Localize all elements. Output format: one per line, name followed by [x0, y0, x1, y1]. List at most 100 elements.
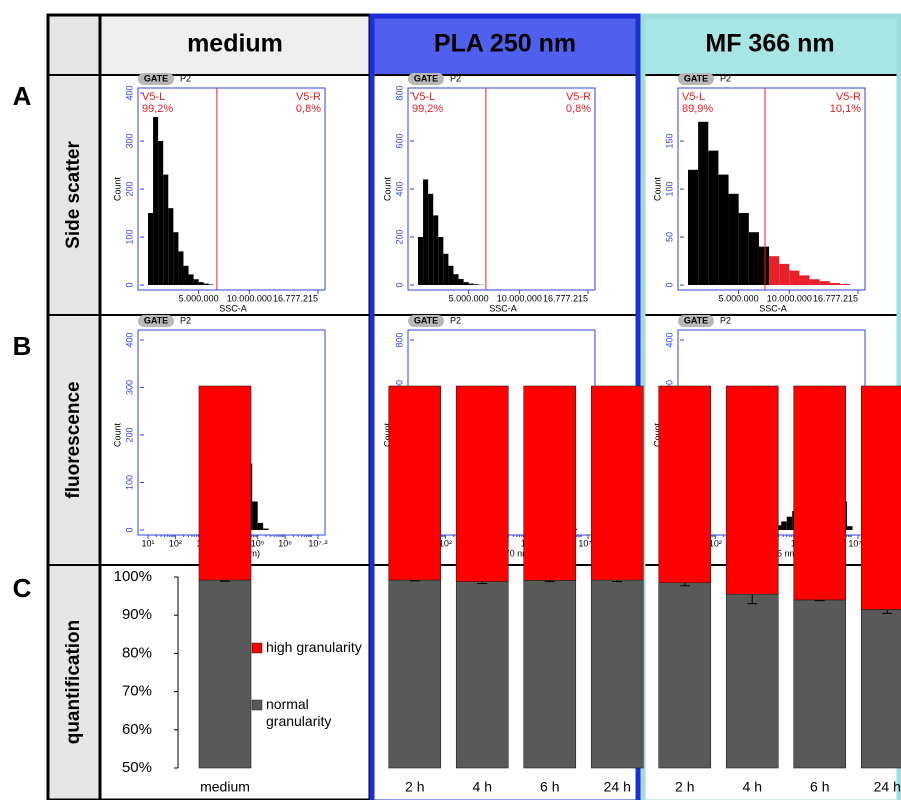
panel-label: C — [13, 573, 32, 603]
histogram-bar — [183, 265, 189, 285]
histogram-bar — [252, 501, 258, 530]
histogram-bar — [168, 208, 174, 285]
header-mf — [642, 15, 899, 75]
histogram-bar — [468, 283, 474, 285]
bar-segment — [455, 581, 509, 769]
gate-label: GATE — [414, 315, 438, 325]
histogram-bar — [698, 121, 709, 285]
y-tick-label: 100 — [664, 181, 674, 196]
legend-swatch — [251, 699, 263, 711]
gate-pill — [408, 315, 444, 327]
x-tick-label: 5.000.000 — [719, 293, 759, 303]
histogram-bar — [708, 150, 719, 285]
x-tick-label: 2 h — [675, 779, 694, 795]
gate-pill — [138, 73, 174, 85]
row-label: fluorescence — [63, 381, 84, 498]
histogram-bar — [257, 522, 264, 530]
histogram-bar — [781, 521, 787, 530]
bar-segment — [725, 385, 779, 595]
x-axis-label: SSC-A — [759, 303, 787, 313]
histogram-bar — [839, 284, 851, 285]
y-axis-label: Count — [382, 423, 392, 448]
y-tick-label: 100% — [114, 568, 152, 585]
histogram-bar — [748, 232, 759, 285]
histogram-bar — [453, 274, 459, 285]
header-pla — [372, 15, 638, 75]
histogram-bar — [779, 263, 790, 285]
histogram-bar — [738, 213, 749, 285]
x-tick-label: 16.777.215 — [273, 293, 318, 303]
panel-label: A — [13, 81, 32, 111]
y-tick-label: 100 — [124, 229, 134, 244]
histogram-bar — [438, 237, 444, 285]
x-tick-label: 10.000.000 — [227, 293, 272, 303]
histogram-bar — [799, 275, 810, 285]
region-value: 99,2% — [412, 103, 443, 115]
histogram-bar — [188, 274, 194, 285]
histogram-bar — [786, 516, 793, 530]
y-tick-label: 300 — [124, 380, 134, 395]
y-tick-label: 200 — [394, 229, 404, 244]
column-title: PLA 250 nm — [434, 30, 576, 58]
region-name: V5-R — [836, 91, 861, 103]
bar-segment — [658, 385, 712, 584]
x-tick-label: 6 h — [810, 779, 829, 795]
y-axis-label: Count — [382, 177, 392, 202]
gate-pill — [678, 315, 714, 327]
histogram-bar — [688, 169, 699, 285]
histogram-bar — [178, 251, 184, 285]
histogram-bar — [473, 284, 479, 285]
x-tick-label: 4 h — [743, 779, 762, 795]
bar-segment — [860, 609, 901, 769]
y-tick-label: 50 — [664, 232, 674, 242]
histogram-bar — [203, 283, 209, 285]
histogram-bar — [769, 256, 780, 285]
x-tick-label: 10.000.000 — [497, 293, 542, 303]
region-value: 0,8% — [296, 103, 321, 115]
header-medium — [100, 15, 370, 75]
x-tick-label: 16.777.215 — [813, 293, 858, 303]
x-tick-label: 10² — [169, 538, 182, 548]
bar-segment — [198, 385, 252, 581]
bar-segment — [658, 582, 712, 769]
histogram-bar — [163, 174, 169, 285]
y-axis-label: Count — [652, 423, 662, 448]
histogram-bar — [728, 193, 739, 285]
bar-segment — [793, 385, 847, 601]
gate-label: GATE — [684, 315, 708, 325]
legend-label: high granularity — [266, 639, 362, 655]
histogram-bar — [819, 281, 830, 285]
y-axis-label: Count — [112, 423, 122, 448]
bar-segment — [523, 580, 577, 769]
histogram-bar — [829, 283, 840, 285]
bar-segment — [860, 385, 901, 610]
y-tick-label: 400 — [124, 85, 134, 100]
bar-segment — [523, 385, 577, 581]
bar-segment — [590, 579, 644, 769]
y-tick-label: 0 — [124, 282, 134, 287]
gate-pill — [138, 315, 174, 327]
y-tick-label: 600 — [394, 133, 404, 148]
y-tick-label: 800 — [394, 332, 404, 347]
y-tick-label: 200 — [124, 181, 134, 196]
histogram-bar — [173, 232, 179, 285]
x-tick-label: 5.000.000 — [179, 293, 219, 303]
row-label-column — [46, 13, 102, 800]
y-tick-label: 400 — [664, 332, 674, 347]
gate-name: P2 — [180, 73, 191, 83]
x-tick-label: 10² — [439, 538, 452, 548]
histogram-bar — [423, 179, 429, 285]
histogram-bar — [193, 279, 199, 285]
column-title: medium — [187, 30, 283, 58]
y-axis-label: Count — [112, 177, 122, 202]
histogram-bar — [418, 237, 424, 285]
x-tick-label: 10⁷·² — [848, 538, 867, 548]
row-label: Side scatter — [63, 141, 84, 249]
histogram-bar — [809, 279, 820, 285]
histogram-bar — [448, 265, 454, 285]
y-tick-label: 100 — [124, 475, 134, 490]
x-tick-label: medium — [200, 779, 250, 795]
x-tick-label: 10⁷·² — [308, 538, 327, 548]
gate-label: GATE — [144, 73, 168, 83]
y-tick-label: 150 — [664, 133, 674, 148]
